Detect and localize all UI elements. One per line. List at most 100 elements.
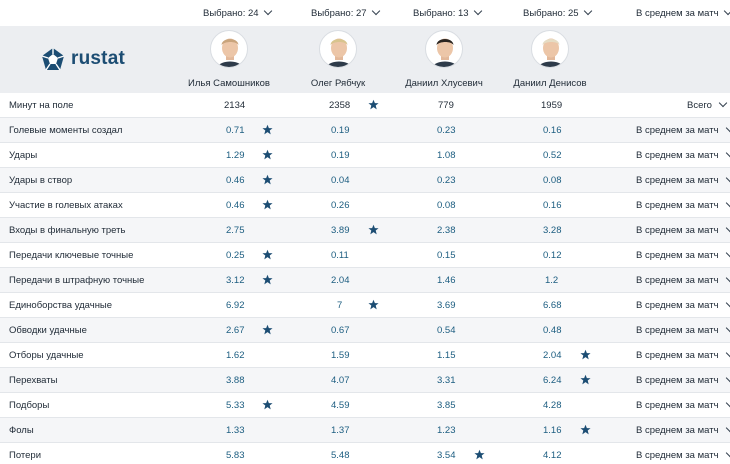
stat-value: 1.37 (331, 425, 350, 436)
stat-value: 3.85 (437, 400, 456, 411)
star-icon (368, 299, 379, 310)
star-icon (262, 274, 273, 285)
stat-label: Передачи в штрафную точные (9, 275, 145, 286)
row-mode-dropdown[interactable]: В среднем за матч (636, 273, 730, 286)
pentagon-logo-icon (41, 48, 65, 71)
table-row: Фолы 1.33 1.37 1.23 1.16 В среднем за матч (0, 418, 730, 443)
stat-value: 0.08 (543, 175, 562, 186)
row-mode-label: В среднем за матч (636, 250, 719, 261)
row-mode-dropdown[interactable]: В среднем за матч (636, 448, 730, 461)
stat-value: 5.33 (226, 400, 245, 411)
row-mode-dropdown[interactable]: Всего (687, 98, 728, 111)
player-card[interactable]: Илья Самошников (164, 30, 294, 89)
stat-value: 0.48 (543, 325, 562, 336)
player-name: Олег Рябчук (310, 78, 366, 89)
player-avatar (319, 30, 357, 68)
player-card[interactable]: Даниил Денисов (485, 30, 615, 89)
player-selector-4[interactable]: Выбрано: 25 (523, 6, 592, 19)
row-mode-dropdown[interactable]: В среднем за матч (636, 148, 730, 161)
table-row: Обводки удачные 2.67 0.67 0.54 0.48 В среднем… (0, 318, 730, 343)
table-row: Единоборства удачные 6.92 7 3.69 6.68 В средн… (0, 293, 730, 318)
row-mode-dropdown[interactable]: В среднем за матч (636, 348, 730, 361)
row-mode-label: В среднем за матч (636, 200, 719, 211)
stat-value: 0.52 (543, 150, 562, 161)
row-mode-dropdown[interactable]: В среднем за матч (636, 323, 730, 336)
stat-label: Подборы (9, 400, 50, 411)
chevron-down-icon (725, 323, 730, 333)
stat-value: 4.07 (331, 375, 350, 386)
stat-value: 3.31 (437, 375, 456, 386)
chevron-down-icon (263, 6, 272, 16)
star-icon (474, 449, 485, 460)
row-mode-dropdown[interactable]: В среднем за матч (636, 173, 730, 186)
row-mode-dropdown[interactable]: В среднем за матч (636, 423, 730, 436)
selector-bar: Выбрано: 24 Выбрано: 27 Выбрано: 13 Выбрано… (0, 0, 730, 26)
stat-value: 2.67 (226, 325, 245, 336)
stat-value: 3.88 (226, 375, 245, 386)
chevron-down-icon (725, 173, 730, 183)
row-mode-dropdown[interactable]: В среднем за матч (636, 298, 730, 311)
chevron-down-icon (725, 448, 730, 458)
stat-value: 1.15 (437, 350, 456, 361)
selector-label: В среднем за матч (636, 8, 719, 19)
star-icon (580, 424, 591, 435)
row-mode-label: В среднем за матч (636, 175, 719, 186)
stat-value: 0.67 (331, 325, 350, 336)
stat-value: 1.2 (545, 275, 559, 286)
stat-value: 0.15 (437, 250, 456, 261)
table-row: Удары в створ 0.46 0.04 0.23 0.08 В среднем з… (0, 168, 730, 193)
star-icon (368, 224, 379, 235)
row-mode-dropdown[interactable]: В среднем за матч (636, 248, 730, 261)
selector-label: Выбрано: 25 (523, 8, 579, 19)
player-selector-3[interactable]: Выбрано: 13 (413, 6, 482, 19)
player-selector-2[interactable]: Выбрано: 27 (311, 6, 380, 19)
row-mode-label: В среднем за матч (636, 150, 719, 161)
row-mode-label: В среднем за матч (636, 125, 719, 136)
row-mode-dropdown[interactable]: В среднем за матч (636, 198, 730, 211)
chevron-down-icon (583, 6, 592, 16)
chevron-down-icon (725, 248, 730, 258)
stat-value: 2134 (224, 100, 246, 111)
player-selector-1[interactable]: Выбрано: 24 (203, 6, 272, 19)
star-icon (262, 149, 273, 160)
row-mode-label: В среднем за матч (636, 400, 719, 411)
row-mode-label: В среднем за матч (636, 375, 719, 386)
stat-value: 1.08 (437, 150, 456, 161)
stat-mode-selector[interactable]: В среднем за матч (636, 6, 730, 19)
star-icon (262, 174, 273, 185)
chevron-down-icon (725, 398, 730, 408)
table-row: Передачи ключевые точные 0.25 0.11 0.15 0.12… (0, 243, 730, 268)
star-icon (580, 349, 591, 360)
stat-value: 5.83 (226, 450, 245, 461)
stat-value: 5.48 (331, 450, 350, 461)
stat-label: Перехваты (9, 375, 58, 386)
player-card[interactable]: Даниил Хлусевич (379, 30, 509, 89)
stat-value: 1.62 (226, 350, 245, 361)
stat-value: 3.89 (331, 225, 350, 236)
row-mode-dropdown[interactable]: В среднем за матч (636, 398, 730, 411)
row-mode-dropdown[interactable]: В среднем за матч (636, 373, 730, 386)
table-row: Отборы удачные 1.62 1.59 1.15 2.04 В среднем … (0, 343, 730, 368)
logo-text: rustat (71, 48, 125, 69)
selector-label: Выбрано: 24 (203, 8, 259, 19)
stat-value: 0.12 (543, 250, 562, 261)
rustat-logo: rustat (41, 47, 125, 71)
stat-value: 2358 (329, 100, 351, 111)
stat-value: 1.33 (226, 425, 245, 436)
table-row: Перехваты 3.88 4.07 3.31 6.24 В среднем за ма… (0, 368, 730, 393)
row-mode-label: В среднем за матч (636, 450, 719, 461)
stat-value: 7 (337, 300, 343, 311)
row-mode-label: В среднем за матч (636, 425, 719, 436)
row-mode-label: В среднем за матч (636, 275, 719, 286)
stat-value: 0.46 (226, 175, 245, 186)
stat-value: 2.04 (331, 275, 350, 286)
stat-label: Голевые моменты создал (9, 125, 123, 136)
player-card[interactable]: Олег Рябчук (273, 30, 403, 89)
row-mode-dropdown[interactable]: В среднем за матч (636, 223, 730, 236)
row-mode-label: В среднем за матч (636, 350, 719, 361)
stat-label: Фолы (9, 425, 34, 436)
chevron-down-icon (725, 373, 730, 383)
chevron-down-icon (725, 123, 730, 133)
chevron-down-icon (725, 273, 730, 283)
row-mode-dropdown[interactable]: В среднем за матч (636, 123, 730, 136)
